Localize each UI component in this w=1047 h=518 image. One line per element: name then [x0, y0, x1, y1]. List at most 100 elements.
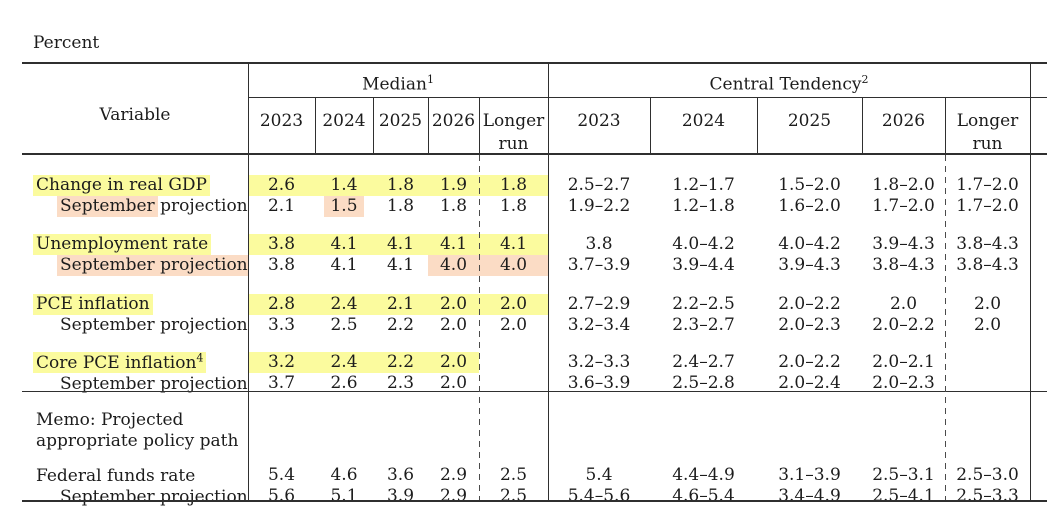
ct-2025-cell: 3.1–3.9	[778, 465, 841, 486]
median-longer-run-cell: 2.5	[499, 486, 528, 507]
ct-2024-cell: 2.4–2.7	[672, 351, 735, 372]
unit-label: Percent	[33, 33, 100, 53]
highlighted-value: 1.5	[324, 195, 364, 217]
ct-2025-cell: 1.6–2.0	[778, 195, 841, 216]
memo-label: Memo: Projected appropriate policy path	[36, 410, 239, 452]
variable-label-cell: PCE inflation	[22, 293, 248, 315]
ct-2025-cell: 3.9–4.3	[778, 254, 841, 275]
median-2026-cell: 2.0	[428, 351, 479, 374]
row-unemployment-september: September projection 3.8 4.1 4.1 4.0 4.0…	[22, 254, 1047, 276]
ct-2024-cell: 2.3–2.7	[672, 314, 735, 335]
spacer-row	[22, 336, 1047, 352]
central-tendency-group-header: Central Tendency2	[548, 62, 1030, 103]
ct-2023-cell: 1.9–2.2	[567, 195, 631, 216]
ct-2023-cell: 2.7–2.9	[567, 293, 631, 314]
ct-longer-run-cell: 2.0	[973, 293, 1002, 314]
spacer-cell	[22, 217, 1047, 234]
median-2025-cell: 3.9	[386, 486, 415, 507]
row-label: Unemployment rate	[33, 233, 212, 255]
memo-section-rule	[22, 391, 1047, 392]
median-2025-cell: 4.1	[386, 254, 415, 275]
spacer-cell	[22, 394, 1047, 405]
median-year-header-2023: 2023	[259, 110, 304, 131]
ct-year-separator	[650, 97, 651, 154]
median-2026-cell: 2.0	[439, 314, 468, 335]
ct-2023-cell: 5.4	[585, 465, 613, 486]
median-2024-cell: 2.4	[315, 293, 373, 315]
ct-2023-cell: 5.4–5.6	[567, 486, 631, 507]
median-2024-cell: 2.4	[315, 351, 373, 374]
median-2023-cell: 5.4	[267, 465, 296, 486]
median-2025-cell: 1.8	[373, 174, 428, 196]
ct-2026-cell: 2.5–4.1	[872, 486, 935, 507]
row-core-pce-september: September projection 3.7 2.6 2.3 2.0 3.6…	[22, 373, 1047, 394]
median-longer-run-cell: 2.0	[479, 293, 548, 315]
median-longer-run-cell: 4.1	[479, 233, 548, 255]
spacer-row	[22, 217, 1047, 234]
spacer-cell	[22, 336, 1047, 352]
median-2023-cell: 2.6	[248, 174, 315, 196]
header-bottom-rule	[22, 153, 1047, 155]
median-year-header-2024: 2024	[322, 110, 366, 131]
ct-2026-cell: 1.7–2.0	[872, 195, 935, 216]
spacer-cell	[22, 168, 1047, 175]
median-year-header-2026: 2026	[431, 110, 476, 131]
cropped-cell	[1030, 196, 1047, 217]
ct-2024-cell: 3.9–4.4	[672, 254, 735, 275]
cropped-cell	[1030, 352, 1047, 374]
median-2023-cell: 3.3	[267, 314, 296, 335]
median-group-label: Median	[362, 74, 427, 95]
central-tendency-footnote-marker: 2	[861, 73, 869, 86]
spacer-row	[22, 168, 1047, 175]
cropped-cell	[1030, 465, 1047, 486]
ct-longer-run-dashed-divider	[945, 155, 946, 500]
ct-2024-cell: 1.2–1.8	[672, 195, 735, 216]
spacer-cell	[22, 454, 1047, 465]
row-pce-inflation: PCE inflation 2.8 2.4 2.1 2.0 2.0 2.7–2.…	[22, 293, 1047, 315]
variable-column-header: Variable	[99, 104, 171, 125]
median-year-separator	[373, 97, 374, 154]
cropped-cell	[1030, 315, 1047, 336]
spacer-row	[22, 276, 1047, 294]
median-2023-cell: 2.8	[248, 293, 315, 315]
core-pce-footnote-marker: 4	[196, 351, 204, 365]
ct-longer-run-header: Longer run	[956, 110, 1019, 154]
median-2023-cell: 3.7	[267, 373, 296, 394]
variable-label-cell: September projection	[22, 254, 248, 276]
median-longer-run-cell: 1.8	[479, 174, 548, 196]
ct-2024-cell: 4.6–5.4	[672, 486, 735, 507]
cropped-cell	[1030, 255, 1047, 276]
row-label: PCE inflation	[33, 293, 153, 315]
variable-label-cell: Unemployment rate	[22, 233, 248, 255]
row-label: Core PCE inflation4	[33, 351, 207, 374]
median-2024-cell: 1.5	[315, 195, 373, 217]
median-2025-cell: 3.6	[386, 465, 415, 486]
central-tendency-group-label: Central Tendency	[709, 74, 862, 95]
ct-longer-run-cell: 2.5–3.3	[956, 486, 1019, 507]
economic-projections-table: Variable Median1 Central Tendency2 2023 …	[22, 62, 1047, 507]
row-ffr-september: September projection 5.6 5.1 3.9 2.9 2.5…	[22, 486, 1047, 507]
median-2026-cell: 1.8	[439, 195, 468, 216]
group-header-row: Variable Median1 Central Tendency2	[22, 62, 1047, 125]
median-year-separator	[479, 97, 480, 154]
median-2025-cell: 2.1	[373, 293, 428, 315]
ct-2025-cell: 1.5–2.0	[778, 174, 841, 195]
median-year-separator	[428, 97, 429, 154]
ct-2025-cell: 2.0–2.2	[778, 351, 841, 372]
variable-label-cell: September projection	[60, 315, 248, 336]
median-longer-run-cell: 4.0	[479, 254, 548, 276]
ct-longer-run-cell: 3.8–4.3	[956, 254, 1019, 275]
ct-longer-run-cell: 1.7–2.0	[956, 174, 1019, 195]
ct-year-header-2024: 2024	[681, 110, 726, 131]
memo-empty-cells	[248, 405, 1047, 454]
ct-longer-run-cell: 1.7–2.0	[956, 195, 1019, 216]
median-2026-cell: 2.0	[428, 293, 479, 315]
median-2026-cell: 4.0	[428, 254, 479, 276]
ct-year-separator	[757, 97, 758, 154]
ct-2026-cell: 3.8–4.3	[872, 254, 935, 275]
ct-longer-run-cell: 2.0	[973, 314, 1002, 335]
row-label-text: Core PCE inflation	[36, 353, 197, 374]
ct-2023-cell: 3.8	[585, 233, 613, 254]
median-2026-cell: 4.1	[428, 233, 479, 255]
ct-2026-cell: 1.8–2.0	[872, 174, 935, 195]
